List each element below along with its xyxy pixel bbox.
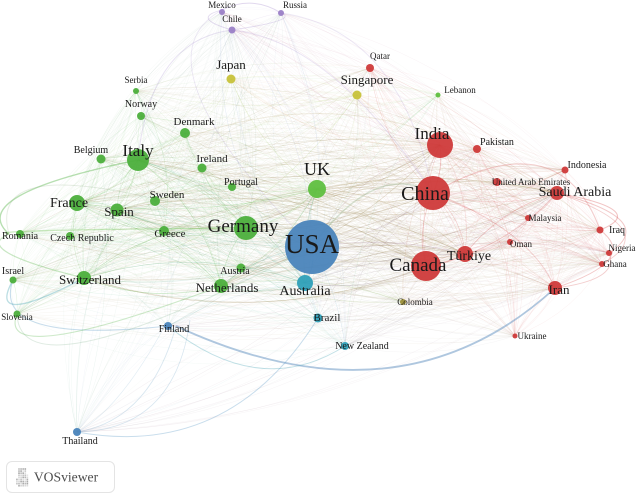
svg-text:Portugal: Portugal [224, 177, 258, 188]
svg-text:Mexico: Mexico [208, 0, 236, 10]
svg-text:Russia: Russia [283, 0, 307, 10]
svg-text:Colombia: Colombia [397, 297, 433, 307]
svg-text:Romania: Romania [2, 231, 39, 242]
svg-text:Iraq: Iraq [609, 225, 625, 236]
svg-text:Pakistan: Pakistan [480, 137, 514, 148]
svg-text:Malaysia: Malaysia [529, 213, 562, 223]
svg-text:Ireland: Ireland [196, 153, 228, 165]
svg-text:Saudi Arabia: Saudi Arabia [539, 185, 612, 200]
svg-text:New Zealand: New Zealand [335, 341, 389, 352]
svg-text:China: China [401, 183, 449, 205]
svg-text:Oman: Oman [510, 239, 532, 249]
svg-text:Serbia: Serbia [125, 75, 148, 85]
svg-text:Japan: Japan [216, 57, 246, 72]
svg-text:Greece: Greece [154, 228, 185, 240]
svg-text:Lebanon: Lebanon [444, 85, 476, 95]
svg-text:Finland: Finland [159, 324, 190, 335]
svg-text:Canada: Canada [390, 255, 448, 276]
svg-text:Australia: Australia [279, 284, 331, 299]
svg-text:Sweden: Sweden [150, 189, 185, 201]
svg-text:Thailand: Thailand [62, 436, 98, 447]
svg-text:Ukraine: Ukraine [518, 331, 547, 341]
svg-text:Norway: Norway [125, 99, 157, 110]
svg-text:Austria: Austria [220, 266, 250, 277]
svg-text:Switzerland: Switzerland [59, 272, 122, 287]
svg-text:Czech Republic: Czech Republic [50, 233, 114, 244]
svg-text:USA: USA [285, 229, 340, 259]
svg-text:Nigeria: Nigeria [609, 243, 636, 253]
svg-text:Brazil: Brazil [314, 312, 341, 324]
svg-text:VOSviewer: VOSviewer [34, 470, 99, 485]
svg-text:Ghana: Ghana [603, 259, 627, 269]
svg-text:Netherlands: Netherlands [196, 280, 259, 295]
svg-text:UK: UK [304, 159, 330, 179]
svg-text:India: India [415, 124, 450, 143]
svg-text:Singapore: Singapore [341, 72, 394, 87]
svg-text:Germany: Germany [208, 216, 279, 237]
svg-text:Chile: Chile [222, 14, 242, 24]
svg-text:Israel: Israel [2, 266, 24, 277]
svg-text:France: France [50, 196, 88, 211]
svg-text:Türkiye: Türkiye [447, 249, 491, 264]
svg-text:Slovenia: Slovenia [1, 312, 33, 322]
svg-text:Iran: Iran [549, 282, 570, 297]
svg-text:Belgium: Belgium [74, 145, 109, 156]
svg-text:Qatar: Qatar [370, 51, 390, 61]
svg-text:Spain: Spain [104, 204, 134, 219]
svg-text:Denmark: Denmark [174, 116, 215, 128]
svg-text:Italy: Italy [122, 141, 154, 160]
svg-text:Indonesia: Indonesia [568, 160, 607, 171]
